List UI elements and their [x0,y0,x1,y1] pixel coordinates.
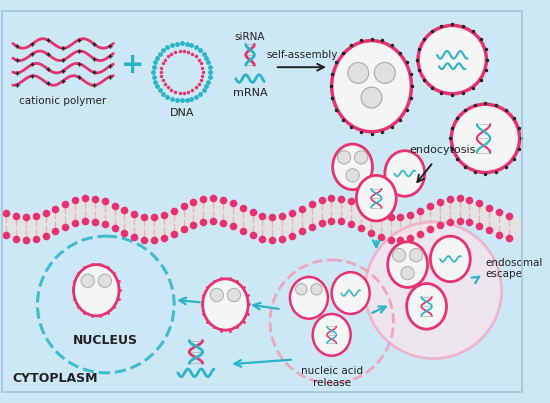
Circle shape [393,249,406,262]
Circle shape [401,266,414,280]
Text: NUCLEUS: NUCLEUS [73,334,138,347]
Circle shape [418,25,486,94]
Text: nucleic acid
release: nucleic acid release [301,366,363,388]
Circle shape [337,151,351,164]
Ellipse shape [406,284,447,329]
Circle shape [210,288,223,301]
Text: endocytosis: endocytosis [410,145,476,154]
Circle shape [227,288,240,301]
Ellipse shape [431,236,470,282]
Ellipse shape [313,314,351,356]
Ellipse shape [332,272,370,314]
Text: self-assembly: self-assembly [267,50,338,60]
Circle shape [375,62,395,83]
Text: siRNA: siRNA [235,31,265,42]
Circle shape [410,249,423,262]
Text: DNA: DNA [169,108,194,118]
Circle shape [295,284,307,295]
Ellipse shape [290,277,328,319]
Ellipse shape [74,265,119,316]
Circle shape [354,151,368,164]
Text: cationic polymer: cationic polymer [19,96,107,106]
Circle shape [365,222,502,359]
Circle shape [346,169,359,182]
Circle shape [311,284,322,295]
Ellipse shape [385,151,425,196]
Circle shape [98,274,112,287]
Text: +: + [120,51,144,79]
Ellipse shape [333,144,372,190]
Text: endosomal
escape: endosomal escape [486,258,543,279]
Ellipse shape [332,41,411,132]
Circle shape [361,87,382,108]
Ellipse shape [202,279,248,330]
Circle shape [37,236,174,373]
Circle shape [348,62,369,83]
Circle shape [452,104,520,172]
Text: mRNA: mRNA [233,88,267,98]
Circle shape [81,274,95,287]
Ellipse shape [356,175,396,221]
Ellipse shape [388,242,427,287]
Text: CYTOPLASM: CYTOPLASM [13,372,98,385]
